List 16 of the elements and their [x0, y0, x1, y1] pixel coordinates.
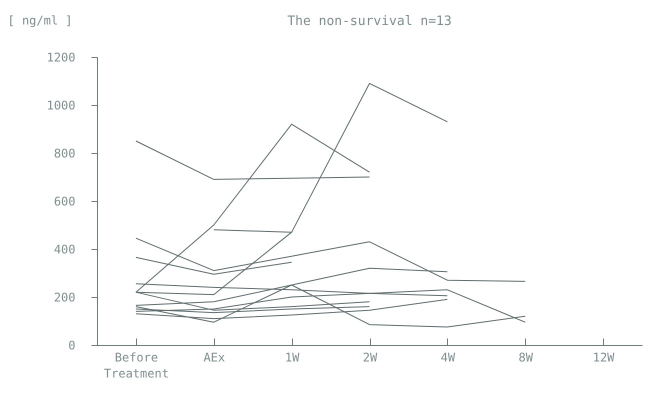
x-tick-label: 4W — [440, 350, 456, 364]
y-tick-label: 0 — [68, 338, 76, 352]
chart-title: The non-survival n=13 — [287, 14, 452, 29]
y-tick-label: 1000 — [46, 98, 76, 112]
x-tick-label: 2W — [362, 350, 378, 364]
x-tick-label: AEx — [203, 350, 226, 364]
y-tick-label: 1200 — [46, 50, 76, 64]
y-tick-label: 800 — [54, 146, 76, 160]
x-tick-label: 8W — [518, 350, 534, 364]
x-tick-label: 12W — [592, 350, 616, 364]
y-axis-title: [ ng/ml ] — [8, 14, 73, 28]
y-tick-label: 200 — [54, 290, 76, 304]
y-tick-label: 600 — [54, 194, 76, 208]
y-tick-label: 400 — [54, 242, 76, 256]
x-tick-label: 1W — [284, 350, 300, 364]
x-tick-label: Before Treatment — [104, 350, 169, 380]
